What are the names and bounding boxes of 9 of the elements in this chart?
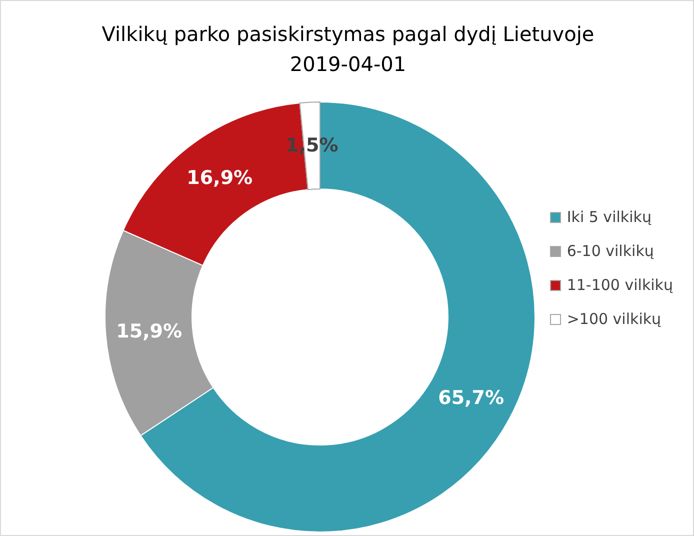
data-label: 15,9% — [116, 320, 182, 343]
data-label: 1,5% — [286, 134, 338, 157]
data-label: 16,9% — [186, 166, 253, 189]
data-label: 65,7% — [438, 387, 504, 410]
legend-label: >100 vilkikų — [566, 310, 662, 328]
chart-title: Vilkikų parko pasiskirstymas pagal dydį Lietuvoje 2019-04-01 — [100, 21, 596, 78]
legend-label: 11-100 vilkikų — [566, 276, 673, 294]
legend-label: Iki 5 vilkikų — [566, 208, 652, 226]
legend-label: 6-10 vilkikų — [566, 242, 654, 260]
